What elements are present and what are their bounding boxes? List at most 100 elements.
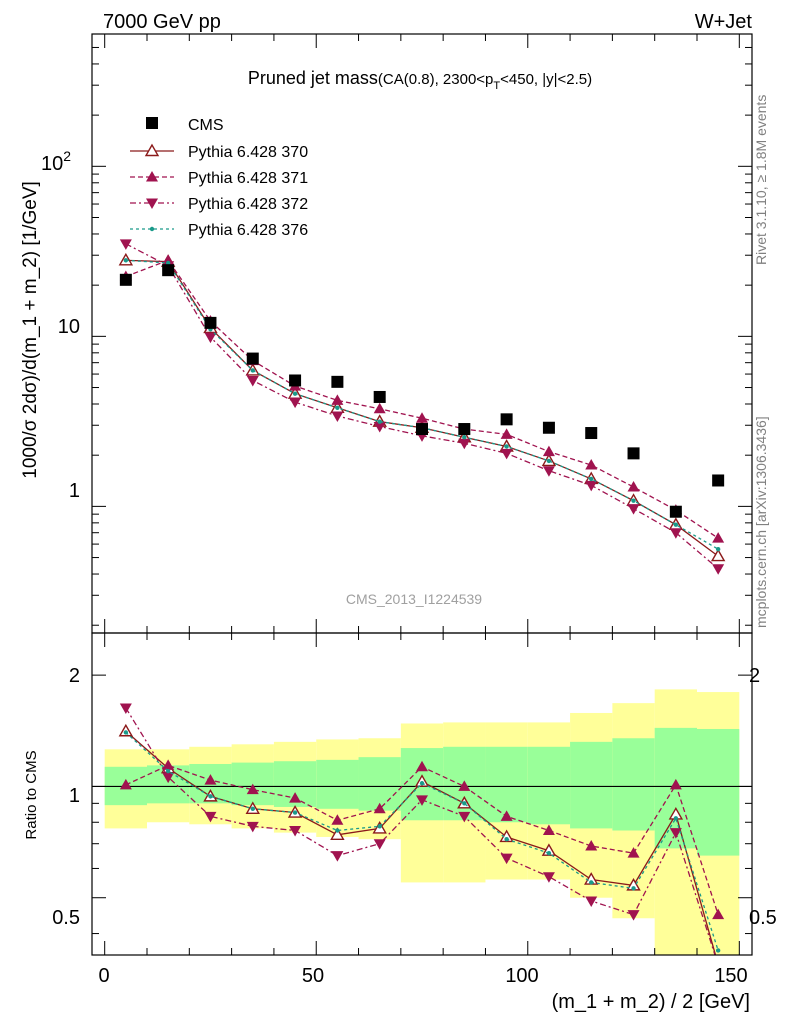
series-3-point-11 [589,476,594,482]
cms-point-4 [289,374,302,387]
ratio-2-point-3 [246,821,259,833]
series-2-point-5 [331,411,344,423]
legend-marker-0 [144,143,160,157]
main-frame [91,33,753,634]
main-panel [91,33,753,634]
ratio-3-point-9 [504,836,509,842]
rivet-version-label: Rivet 3.1.10, ≥ 1.8M events [753,95,769,265]
series-2-point-13 [669,528,682,539]
ratio-2-point-0 [119,703,132,714]
ratio-tick-label-1-left: 1 [69,785,80,807]
ratio-tick-label-0.5-right: 0.5 [749,907,777,929]
chart-title-sub: (CA(0.8), 2300<p [378,71,493,88]
cms-point-7 [416,423,428,436]
ratio-1-point-7 [416,760,428,772]
cms-point-2 [204,316,217,329]
series-3-point-6 [377,419,382,424]
ratio-3-point-4 [292,810,298,815]
cms-point-12 [627,447,640,460]
legend: CMS Pythia 6.428 370 Pythia 6.428 371 Pyth… [130,117,308,239]
ratio-2-point-10 [542,872,555,883]
ratio-frame [91,632,753,956]
band-stat-11 [570,741,613,829]
legend-marker-1 [146,171,158,182]
ratio-1-point-8 [458,780,471,791]
ratio-0-point-7 [414,774,430,787]
mcplots-label: mcplots.cern.ch [arXiv:1306.3436] [753,416,769,628]
cms-point-5 [331,375,344,388]
ratio-2-point-12 [627,910,640,921]
ratio-1-point-10 [542,824,555,835]
cms-point-8 [458,423,471,436]
y-tick-label-10: 10 [58,316,80,338]
legend-label-2: Pythia 6.428 372 [188,196,308,213]
ratio-3-point-5 [335,828,340,833]
ratio-1-point-5 [331,814,344,825]
series-2-point-0 [119,239,132,250]
ratio-tick-label-0.5-left: 0.5 [52,907,80,929]
ratio-1-point-9 [500,810,513,821]
x-tick-label-0: 0 [98,965,109,987]
series-2-point-2 [204,332,217,344]
ratio-2-point-6 [373,839,386,850]
series-line-0 [125,259,719,557]
ratio-3-point-14 [715,948,721,953]
energy-label: 7000 GeV pp [103,11,221,33]
series-line-1 [125,259,719,539]
ratio-2-point-11 [585,896,598,907]
band-stat-14 [697,728,740,856]
series-2-point-3 [246,375,259,387]
series-line-2 [125,243,719,570]
ratio-3-point-1 [165,768,171,774]
ratio-1-point-2 [204,774,217,785]
series-1-point-11 [585,459,598,470]
series-3-point-12 [631,498,636,503]
ratio-1-point-1 [162,759,175,770]
series-2-point-14 [712,564,725,575]
ratio-panel [90,632,754,976]
ratio-1-point-0 [119,778,132,790]
ratio-1-point-4 [289,792,302,803]
ratio-1-point-14 [712,908,725,920]
tick-labels: 0 50 100 150 1 10 102 0.5 1 2 0.5 2 [41,148,777,987]
series-3-point-5 [335,405,340,410]
legend-label-0: Pythia 6.428 370 [188,144,308,161]
band-stat-12 [612,738,655,831]
legend-marker-3 [149,226,155,232]
cms-point-10 [542,421,555,434]
main-curves [118,239,726,575]
series-3-point-10 [546,458,552,464]
cms-point-11 [585,427,598,440]
series-2-point-9 [500,448,513,460]
x-tick-label-150: 150 [714,965,747,987]
chart-title-sub-end: <450, |y|<2.5) [500,71,592,88]
ratio-1-point-3 [246,783,259,795]
ratio-2-point-9 [500,853,513,865]
ratio-2-point-8 [458,811,471,823]
cms-point-14 [712,474,725,487]
ratio-3-point-12 [631,886,636,891]
ratio-0-point-5 [330,827,345,840]
ratio-frame-box [91,632,753,956]
cms-point-6 [373,390,386,403]
series-3-point-8 [462,435,467,440]
cms-point-3 [246,352,259,365]
ratio-3-point-0 [123,730,129,735]
process-label: W+Jet [695,11,753,33]
ratio-1-point-13 [669,778,682,790]
series-1-point-7 [416,412,428,423]
ratio-2-point-13 [669,828,682,839]
series-3-point-1 [165,260,171,266]
ratio-3-point-6 [377,824,382,829]
y-tick-label-100-exp: 2 [63,148,71,164]
ratio-1-point-11 [585,840,598,851]
series-2-point-4 [289,397,302,409]
cms-point-1 [162,264,175,277]
analysis-watermark: CMS_2013_I1224539 [346,591,482,607]
ratio-1-point-12 [627,847,640,858]
ratio-3-point-2 [208,794,213,799]
series-3-point-14 [715,546,721,552]
ratio-2-point-5 [331,851,344,862]
ratio-3-point-7 [419,781,425,786]
series-0-point-14 [710,548,726,562]
